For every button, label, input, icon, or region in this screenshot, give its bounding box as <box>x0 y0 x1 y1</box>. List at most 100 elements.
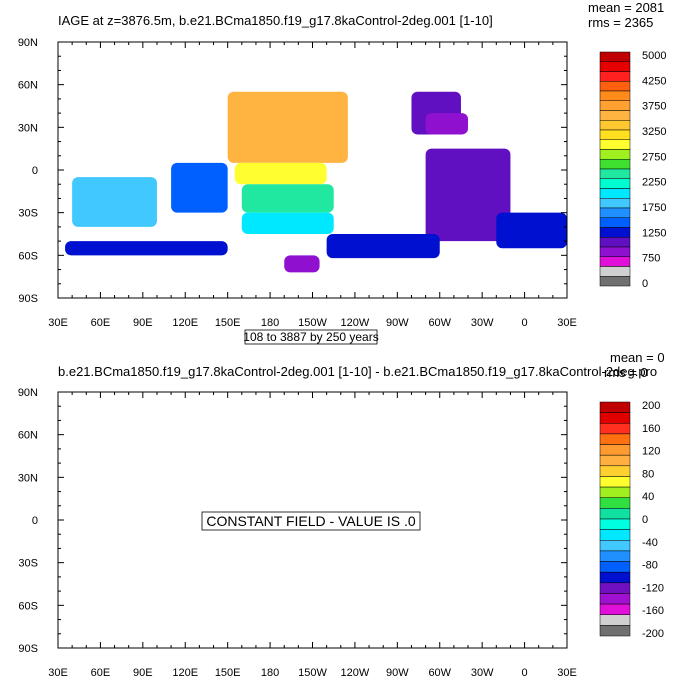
colorbar-swatch <box>599 159 631 170</box>
y-tick-label: 90N <box>18 37 38 49</box>
x-tick-label: 180 <box>261 317 279 329</box>
rms-stat: rms = 0 <box>604 365 648 380</box>
colorbar-swatch <box>599 237 631 248</box>
field-region <box>425 148 511 242</box>
x-tick-label: 120W <box>341 667 370 679</box>
colorbar-label: 160 <box>642 423 660 435</box>
x-tick-label: 30W <box>471 667 494 679</box>
y-tick-label: 90S <box>18 643 38 655</box>
x-tick-label: 30E <box>48 317 68 329</box>
colorbar-label: 2250 <box>642 177 666 189</box>
colorbar-label: 200 <box>642 400 660 412</box>
y-tick-label: 30S <box>18 208 38 220</box>
mean-stat: mean = 0 <box>610 350 665 365</box>
colorbar-swatch <box>599 149 631 160</box>
colorbar-swatch <box>599 120 631 131</box>
colorbar-label: 0 <box>642 514 648 526</box>
x-tick-label: 60E <box>91 317 111 329</box>
colorbar-swatch <box>599 207 631 218</box>
colorbar-swatch <box>599 110 631 121</box>
x-tick-label: 150E <box>215 667 241 679</box>
constant-field-label: CONSTANT FIELD - VALUE IS .0 <box>206 513 415 529</box>
colorbar-swatch <box>599 497 631 509</box>
colorbar-label: -200 <box>642 628 664 640</box>
colorbar-swatch <box>599 571 631 584</box>
colorbar-swatch <box>599 582 631 594</box>
colorbar-label: 80 <box>642 468 654 480</box>
colorbar: 5000 4250 3750 3250 2750 2250 1750 1250 750 0 <box>599 50 666 290</box>
x-tick-label: 30E <box>557 667 577 679</box>
y-tick-label: 0 <box>32 165 38 177</box>
x-tick-label: 0 <box>522 317 528 329</box>
colorbar-label: -80 <box>642 560 658 572</box>
colorbar-swatch <box>599 246 631 257</box>
x-tick-label: 0 <box>522 667 528 679</box>
y-tick-label: 90S <box>18 293 38 305</box>
field-region <box>241 212 334 234</box>
x-tick-label: 90W <box>386 317 409 329</box>
y-tick-label: 30S <box>18 558 38 570</box>
constant-field-box <box>201 511 421 531</box>
x-tick-label: 30W <box>471 317 494 329</box>
x-tick-label: 90W <box>386 667 409 679</box>
field-region <box>425 113 469 135</box>
x-tick-label: 150E <box>215 317 241 329</box>
panel-difference: b.e21.BCma1850.f19_g17.8kaControl-2deg.0… <box>18 350 665 679</box>
y-tick-label: 60S <box>18 600 38 612</box>
colorbar-label: -40 <box>642 537 658 549</box>
x-tick-label: 30E <box>48 667 68 679</box>
colorbar-swatch <box>599 444 631 456</box>
field-region <box>171 162 228 213</box>
colorbar-swatch <box>599 198 631 209</box>
colorbar-swatch <box>599 51 631 62</box>
x-tick-label: 90E <box>133 317 153 329</box>
field-region <box>284 255 320 273</box>
map-field <box>65 91 567 273</box>
field-region <box>72 177 157 227</box>
y-tick-label: 90N <box>18 387 38 399</box>
colorbar-swatch <box>599 90 631 101</box>
colorbar-swatch <box>599 188 631 199</box>
colorbar-swatch <box>599 561 631 573</box>
colorbar-label: 40 <box>642 491 654 503</box>
colorbar-label: 120 <box>642 446 660 458</box>
colorbar-swatch <box>599 401 631 413</box>
colorbar-swatch <box>599 423 631 435</box>
colorbar-swatch <box>599 61 631 72</box>
colorbar-swatch <box>599 603 631 615</box>
colorbar-swatch <box>599 625 631 637</box>
colorbar-swatch <box>599 508 631 520</box>
x-tick-label: 120E <box>172 317 198 329</box>
axis-ticks: 90N 60N 30N 0 30S 60S 90S 30E 60E 90E 120E 150E 180 1… <box>18 37 577 329</box>
field-region <box>65 241 228 256</box>
colorbar-swatch <box>599 433 631 445</box>
colorbar-swatch <box>599 139 631 150</box>
colorbar-swatch <box>599 476 631 488</box>
colorbar-label: 1750 <box>642 202 666 214</box>
contour-info-label: 108 to 3887 by 250 years <box>243 330 378 344</box>
colorbar-label: 4250 <box>642 75 666 87</box>
colorbar-label: -120 <box>642 582 664 594</box>
field-region <box>326 234 440 259</box>
x-tick-label: 180 <box>261 667 279 679</box>
colorbar-swatch <box>599 518 631 530</box>
colorbar-swatch <box>599 178 631 189</box>
colorbar-label: 2750 <box>642 151 666 163</box>
field-region <box>227 91 348 163</box>
y-tick-label: 60N <box>18 80 38 92</box>
colorbar: 200 160 120 80 40 0 -40 -80 -120 -160 -200 <box>599 400 664 640</box>
colorbar-swatch <box>599 71 631 82</box>
colorbar-swatch <box>599 256 631 267</box>
panel-title: b.e21.BCma1850.f19_g17.8kaControl-2deg.0… <box>58 364 657 379</box>
colorbar-label: 3750 <box>642 101 666 113</box>
colorbar-label: 1250 <box>642 227 666 239</box>
mean-stat: mean = 2081 <box>588 0 664 15</box>
rms-stat: rms = 2365 <box>588 15 653 30</box>
colorbar-label: 0 <box>642 278 648 290</box>
colorbar-swatch <box>599 614 631 626</box>
field-region <box>496 212 567 249</box>
colorbar-swatch <box>599 227 631 238</box>
field-region <box>234 162 327 185</box>
x-tick-label: 120E <box>172 667 198 679</box>
